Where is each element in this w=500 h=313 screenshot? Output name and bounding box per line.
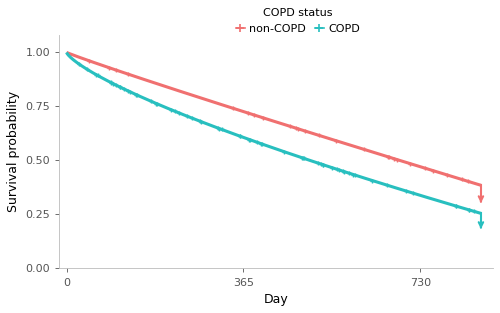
- Legend: non-COPD, COPD: non-COPD, COPD: [236, 8, 360, 33]
- X-axis label: Day: Day: [264, 293, 288, 306]
- Y-axis label: Survival probability: Survival probability: [7, 91, 20, 212]
